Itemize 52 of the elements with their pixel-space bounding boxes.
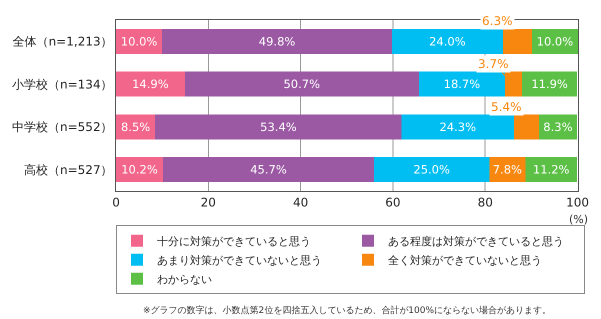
data-label: 45.7%: [250, 162, 287, 177]
bar: [418, 72, 506, 97]
data-label: 25.0%: [413, 162, 450, 177]
data-label: 3.7%: [478, 57, 508, 71]
y-tick-label: 中学校（n=552）: [12, 120, 113, 134]
x-tick-label: 80: [478, 195, 493, 210]
bar: [514, 114, 539, 140]
bar: [522, 72, 578, 97]
data-label: 49.8%: [258, 34, 296, 48]
data-label: 10.0%: [120, 34, 158, 48]
data-label: 6.3%: [482, 14, 512, 28]
data-label: 53.4%: [260, 120, 297, 134]
bar: [502, 28, 532, 54]
bar: [184, 72, 419, 97]
legend-label: ある程度は対策ができていると思う: [388, 234, 564, 248]
x-axis-title: (%): [569, 213, 588, 226]
x-tick-label: 20: [200, 195, 216, 210]
bar: [374, 157, 490, 182]
data-label: 8.3%: [543, 120, 573, 134]
data-label: 11.2%: [532, 162, 570, 177]
data-label: 11.9%: [531, 77, 568, 92]
legend-label: あまり対策ができていないと思う: [157, 254, 322, 267]
data-label: 14.9%: [132, 77, 169, 92]
bar: [505, 72, 522, 97]
x-tick-label: 100: [566, 195, 589, 210]
data-label: 7.8%: [492, 162, 522, 177]
data-label: 10.2%: [121, 162, 158, 177]
x-tick-label: 0: [112, 195, 120, 210]
bar: [116, 72, 185, 97]
bar: [163, 157, 374, 182]
data-label: 24.0%: [429, 34, 466, 48]
bar: [525, 157, 578, 182]
bar: [155, 114, 402, 140]
data-label: 50.7%: [283, 77, 320, 92]
bar: [402, 114, 514, 140]
legend-label: わからない: [157, 272, 212, 286]
bar: [162, 28, 392, 54]
data-label: 18.7%: [444, 77, 480, 92]
y-tick-label: 全体（n=1,213）: [12, 34, 113, 49]
x-tick-label: 60: [385, 195, 401, 210]
data-label: 24.3%: [439, 120, 476, 134]
data-label: 5.4%: [491, 100, 522, 114]
legend-label: 全く対策ができていないと思う: [388, 254, 542, 267]
data-label: 8.5%: [120, 120, 150, 134]
bar: [392, 28, 503, 54]
text: ※グラフの数字は、小数点第2位を四捨五入しているため、合計が100%にならない場合があります。: [143, 305, 551, 316]
y-tick-label: 小学校（n=134）: [12, 77, 113, 92]
legend-label: 十分に対策ができていると思う: [157, 234, 311, 248]
bar: [116, 157, 164, 182]
y-tick-label: 高校（n=527）: [24, 162, 113, 177]
data-label: 10.0%: [536, 34, 574, 48]
x-tick-label: 40: [292, 195, 308, 210]
